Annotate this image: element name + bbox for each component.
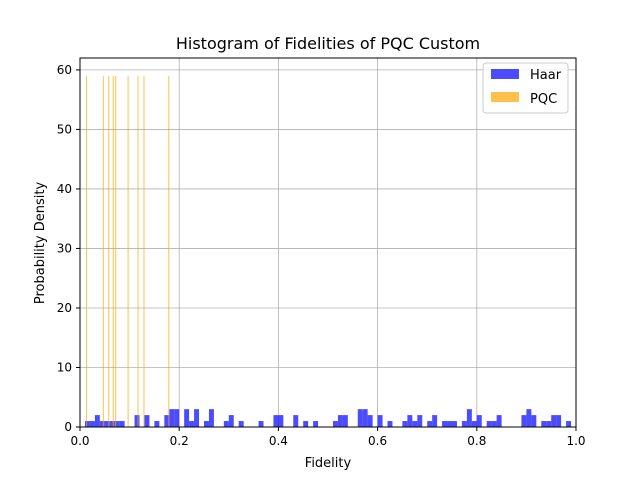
bar-pqc	[127, 75, 129, 428]
bar-haar	[303, 421, 309, 427]
bar-haar	[546, 421, 552, 427]
bar-haar	[566, 421, 572, 427]
bar-haar	[134, 415, 140, 427]
bar-haar	[89, 421, 95, 427]
y-tick-label: 60	[57, 63, 72, 77]
bar-pqc	[168, 75, 170, 428]
bar-haar	[154, 421, 160, 427]
bars-layer	[84, 75, 572, 428]
bar-haar	[452, 421, 457, 427]
bar-haar	[521, 415, 527, 427]
bar-haar	[99, 421, 105, 427]
bar-pqc	[137, 75, 139, 428]
bar-haar	[238, 421, 244, 427]
bar-haar	[496, 415, 502, 427]
bar-haar	[476, 415, 482, 427]
bar-haar	[466, 409, 472, 427]
bar-haar	[427, 421, 433, 427]
legend-swatch-haar	[491, 69, 519, 79]
bar-pqc	[115, 75, 117, 428]
bar-haar	[337, 415, 343, 427]
bar-pqc	[143, 75, 145, 428]
bar-haar	[104, 421, 110, 427]
x-tick-label: 1.0	[566, 434, 585, 448]
bar-haar	[204, 421, 209, 427]
bar-haar	[387, 421, 393, 427]
x-tick-label: 0.6	[368, 434, 387, 448]
bar-haar	[486, 421, 492, 427]
bar-haar	[551, 415, 557, 427]
bar-haar	[174, 409, 180, 427]
y-tick-label: 30	[57, 241, 72, 255]
bar-pqc	[112, 75, 114, 428]
grid-lines	[79, 58, 577, 428]
bar-haar	[208, 409, 214, 427]
legend: Haar PQC	[482, 62, 569, 114]
bar-haar	[84, 421, 90, 427]
bar-haar	[228, 415, 234, 427]
bar-haar	[541, 421, 547, 427]
bar-haar	[407, 415, 413, 427]
y-tick-label: 40	[57, 182, 72, 196]
legend-label-haar: Haar	[530, 68, 562, 83]
bar-pqc	[108, 75, 110, 428]
bar-haar	[491, 421, 497, 427]
legend-swatch-pqc	[491, 92, 519, 102]
bar-haar	[402, 421, 408, 427]
bar-haar	[169, 409, 175, 427]
y-tick-label: 10	[57, 360, 72, 374]
bar-haar	[189, 421, 195, 427]
bar-haar	[273, 415, 279, 427]
bar-haar	[109, 421, 115, 427]
bar-haar	[531, 415, 537, 427]
axis-ticks: 0.0 0.2 0.4 0.6 0.8 1.0 0 10 20 30 40 50 60	[57, 63, 586, 448]
bar-haar	[461, 421, 467, 427]
bar-haar	[184, 409, 190, 427]
bar-haar	[432, 415, 438, 427]
legend-label-pqc: PQC	[530, 92, 557, 107]
bar-haar	[471, 421, 477, 427]
bar-haar	[164, 415, 170, 427]
bar-pqc	[85, 75, 87, 428]
bar-haar	[357, 409, 363, 427]
bar-haar	[377, 415, 383, 427]
x-axis-label: Fidelity	[305, 456, 352, 471]
series-haar	[84, 409, 572, 427]
bar-haar	[194, 409, 200, 427]
bar-haar	[144, 415, 150, 427]
bar-haar	[342, 415, 348, 427]
x-tick-label: 0.0	[70, 434, 89, 448]
bar-haar	[293, 415, 299, 427]
y-tick-label: 50	[57, 122, 72, 136]
bar-haar	[278, 415, 284, 427]
bar-haar	[417, 415, 423, 427]
bar-haar	[412, 421, 418, 427]
bar-haar	[367, 415, 373, 427]
bar-haar	[258, 421, 264, 427]
bar-haar	[223, 421, 229, 427]
plot-frame	[79, 57, 577, 428]
bar-haar	[362, 409, 368, 427]
bar-haar	[447, 421, 452, 427]
bar-haar	[313, 421, 319, 427]
bar-haar	[119, 421, 125, 427]
bar-pqc	[102, 75, 104, 428]
series-pqc	[85, 75, 170, 428]
bar-haar	[94, 415, 100, 427]
bar-haar	[442, 421, 448, 427]
x-tick-label: 0.2	[170, 434, 189, 448]
x-tick-label: 0.4	[269, 434, 288, 448]
bar-haar	[556, 415, 562, 427]
y-axis-label: Probability Density	[33, 182, 48, 305]
x-tick-label: 0.8	[467, 434, 486, 448]
y-tick-label: 20	[57, 301, 72, 315]
chart-title: Histogram of Fidelities of PQC Custom	[176, 34, 480, 53]
bar-haar	[114, 421, 120, 427]
bar-haar	[332, 421, 338, 427]
y-tick-label: 0	[64, 420, 72, 434]
bar-haar	[526, 409, 532, 427]
